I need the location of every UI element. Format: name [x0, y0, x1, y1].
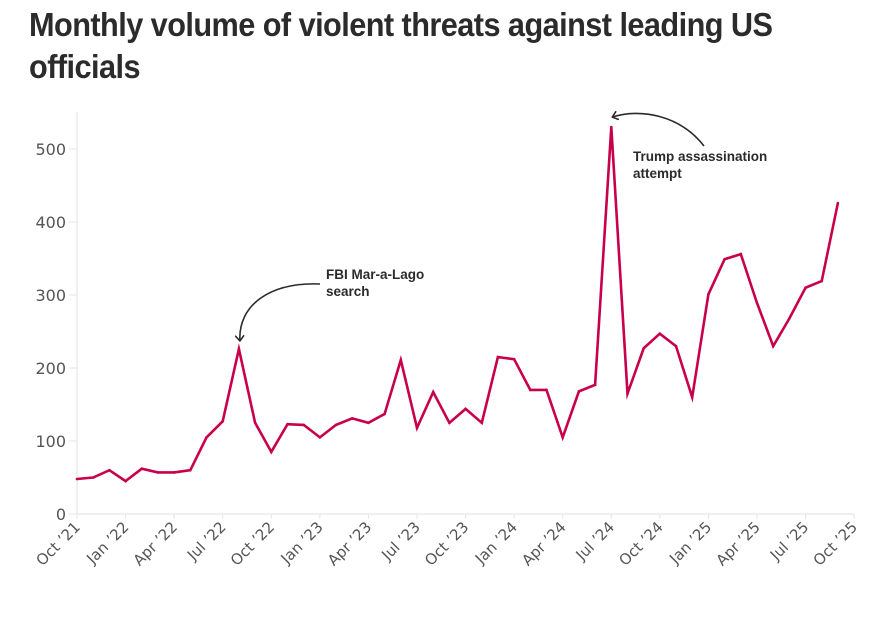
axes [76, 112, 855, 515]
data-point [755, 301, 759, 305]
y-tick-label: 200 [35, 359, 66, 378]
x-tick-label: Oct ’23 [421, 518, 472, 569]
data-point [221, 420, 224, 423]
data-point [91, 476, 95, 479]
annotation-label: search [326, 284, 370, 299]
annotation-label: FBI Mar-a-Lago [326, 267, 424, 282]
x-tick-label: Apr ’25 [712, 518, 763, 569]
data-point [156, 471, 160, 474]
data-point [350, 417, 354, 420]
data-point [399, 358, 403, 362]
x-tick-label: Jul ’24 [572, 518, 618, 564]
data-point [334, 423, 338, 427]
data-point [318, 436, 322, 439]
data-point [496, 355, 500, 359]
x-tick-label: Oct ’21 [33, 518, 84, 569]
data-point [610, 125, 613, 129]
annotation-arrow [234, 283, 321, 342]
data-point [836, 201, 840, 205]
data-point [205, 436, 208, 439]
data-point [577, 390, 581, 393]
data-point [690, 395, 694, 399]
data-point [804, 286, 807, 290]
data-point [545, 388, 548, 392]
y-tick-label: 500 [35, 140, 66, 159]
data-point [108, 468, 111, 472]
data-point [707, 293, 710, 296]
data-point [172, 471, 176, 474]
data-point [464, 407, 467, 411]
data-point [140, 467, 144, 471]
x-tick-label: Jan ’23 [277, 518, 327, 568]
data-point [367, 421, 370, 425]
x-tick-label: Jul ’22 [183, 518, 229, 564]
data-point [253, 421, 257, 425]
x-tick-label: Apr ’22 [130, 518, 181, 569]
data-point [270, 450, 273, 454]
data-point [739, 252, 743, 256]
x-tick-label: Apr ’24 [518, 518, 569, 569]
x-tick-label: Jan ’22 [82, 518, 132, 568]
x-tick-label: Jul ’25 [766, 518, 812, 564]
data-point [723, 257, 726, 261]
x-tick-label: Apr ’23 [324, 518, 375, 569]
data-point [237, 347, 241, 351]
x-tick-label: Oct ’22 [227, 518, 278, 569]
series-line-0 [76, 127, 840, 483]
annotation-arrow [611, 110, 705, 147]
data-point [674, 344, 678, 348]
data-point [448, 421, 451, 425]
x-tick-label: Jul ’23 [377, 518, 423, 564]
data-point [561, 436, 564, 439]
data-point [626, 392, 629, 395]
x-tick-label: Oct ’25 [810, 518, 861, 569]
y-tick-label: 100 [35, 432, 66, 451]
data-point [820, 279, 823, 283]
data-point [788, 317, 791, 320]
y-axis-ticks: 0 100 200 300 400 500 [35, 140, 77, 524]
data-point [75, 477, 79, 481]
y-tick-label: 300 [35, 286, 66, 305]
series-group [75, 125, 840, 483]
data-point [642, 347, 645, 350]
data-point [431, 390, 435, 394]
data-point [480, 421, 484, 425]
data-point [529, 388, 532, 392]
data-point [124, 479, 127, 483]
data-point [593, 383, 597, 387]
x-tick-label: Jan ’24 [471, 518, 521, 568]
data-point [383, 412, 386, 416]
annotation-label: attempt [633, 166, 682, 181]
x-tick-label: Oct ’24 [615, 518, 666, 569]
data-point [286, 422, 289, 426]
data-point [512, 357, 516, 361]
data-point [771, 344, 775, 348]
annotation-label: Trump assassination [633, 149, 767, 164]
data-point [415, 426, 419, 430]
y-tick-label: 400 [35, 213, 66, 232]
y-tick-label: 0 [56, 505, 66, 524]
data-point [189, 468, 192, 472]
x-tick-label: Jan ’25 [665, 518, 715, 568]
data-point [658, 332, 662, 336]
annotations-group: FBI Mar-a-Lago search Trump assassination a… [234, 110, 767, 342]
chart-title: Monthly volume of violent threats agains… [29, 6, 773, 85]
data-point [302, 423, 306, 427]
